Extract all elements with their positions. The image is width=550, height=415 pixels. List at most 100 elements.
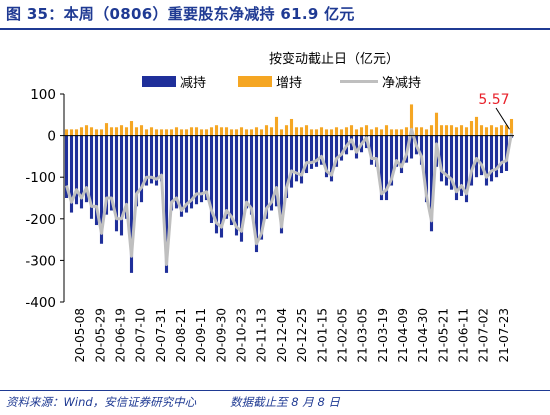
reduction-bar	[219, 135, 224, 238]
y-tick-label: 100	[30, 87, 56, 103]
reduction-bar	[499, 135, 504, 174]
reduction-bar	[234, 135, 239, 236]
reduction-bar	[89, 135, 94, 219]
increase-bar	[219, 127, 224, 136]
reduction-bar	[199, 135, 204, 203]
increase-bar	[434, 112, 439, 136]
reduction-bar	[419, 135, 424, 165]
increase-bar	[94, 129, 99, 136]
reduction-bar	[334, 135, 339, 167]
x-tick-label: 20-06-19	[113, 308, 127, 362]
increase-bar	[269, 127, 274, 136]
reduction-bar	[444, 135, 449, 186]
reduction-bar	[124, 135, 129, 219]
x-tick-label: 21-02-05	[335, 308, 349, 362]
x-tick-label: 21-03-05	[356, 308, 370, 362]
reduction-bar	[269, 135, 274, 211]
reduction-bar	[184, 135, 189, 213]
reduction-bar	[289, 135, 294, 188]
increase-bar	[154, 129, 159, 136]
increase-bar	[399, 129, 404, 136]
y-tick-label: -100	[25, 170, 56, 186]
reduction-bar	[154, 135, 159, 186]
increase-bar	[209, 127, 214, 136]
increase-bar	[429, 125, 434, 136]
footer-divider	[0, 390, 550, 391]
reduction-bar	[204, 135, 209, 201]
increase-bar	[194, 127, 199, 136]
x-tick-label: 20-10-23	[235, 308, 249, 362]
increase-bar	[499, 125, 504, 136]
increase-bar	[484, 127, 489, 136]
increase-bar	[404, 127, 409, 136]
x-tick-label: 20-12-25	[295, 308, 309, 362]
reduction-bar	[369, 135, 374, 165]
increase-bar	[109, 127, 114, 136]
latest-value-annotation: 5.57	[478, 92, 510, 130]
increase-bar	[234, 129, 239, 136]
increase-bar	[324, 129, 329, 136]
reduction-bar	[64, 135, 69, 198]
reduction-bar	[379, 135, 384, 201]
y-tick-label: -200	[25, 212, 56, 228]
increase-bar	[509, 118, 514, 136]
legend-net-reduction-label: 净减持	[382, 76, 421, 91]
reduction-bar	[314, 135, 319, 167]
increase-bar	[79, 127, 84, 136]
x-tick-label: 21-04-09	[396, 308, 410, 362]
x-tick-label: 20-08-21	[174, 308, 188, 362]
reduction-bar	[179, 135, 184, 217]
reduction-bar	[129, 135, 134, 273]
x-tick-label: 20-11-13	[255, 308, 269, 362]
reduction-bar	[374, 135, 379, 167]
x-tick-label: 20-05-29	[93, 308, 107, 362]
legend-reduction-label: 减持	[180, 76, 206, 91]
reduction-bar	[309, 135, 314, 169]
increase-bar	[494, 127, 499, 136]
y-tick-label: -300	[25, 253, 56, 269]
reduction-bar	[114, 135, 119, 232]
reduction-bar	[394, 135, 399, 167]
reduction-bar	[464, 135, 469, 203]
reduction-bar	[284, 135, 289, 198]
increase-bar	[134, 127, 139, 136]
reduction-bar	[424, 135, 429, 203]
reduction-bar	[174, 135, 179, 209]
increase-bar	[394, 129, 399, 136]
reduction-bar	[354, 135, 359, 159]
increase-bar	[129, 121, 134, 136]
reduction-bar	[324, 135, 329, 178]
reduction-bar	[209, 135, 214, 223]
x-tick-label: 21-06-11	[457, 308, 471, 362]
reduction-bar	[449, 135, 454, 190]
annotation-label: 5.57	[478, 92, 509, 108]
reduction-bar	[189, 135, 194, 209]
reduction-bar	[439, 135, 444, 182]
reduction-bar	[149, 135, 154, 184]
increase-bar	[214, 125, 219, 136]
increase-bar	[374, 127, 379, 136]
increase-bar	[199, 129, 204, 136]
reduction-bar	[244, 135, 249, 209]
increase-bar	[304, 125, 309, 136]
y-axis: 100 0 -100 -200 -300 -400	[25, 87, 65, 311]
increase-bar	[469, 121, 474, 136]
increase-bar	[314, 129, 319, 136]
increase-bar	[364, 125, 369, 136]
reduction-bar	[279, 135, 284, 234]
reduction-bar	[384, 135, 389, 201]
x-tick-label: 21-07-02	[477, 308, 491, 362]
increase-bar	[144, 129, 149, 136]
reduction-bar	[494, 135, 499, 178]
title-divider	[0, 28, 550, 30]
reduction-bar	[479, 135, 484, 176]
increase-bar	[119, 125, 124, 136]
reduction-bar	[389, 135, 394, 186]
increase-bar	[89, 127, 94, 136]
reduction-bar	[294, 135, 299, 182]
increase-bar	[444, 125, 449, 136]
increase-bar	[329, 129, 334, 136]
increase-bar	[64, 129, 69, 136]
reduction-bar	[259, 135, 264, 240]
reduction-bar	[69, 135, 74, 213]
